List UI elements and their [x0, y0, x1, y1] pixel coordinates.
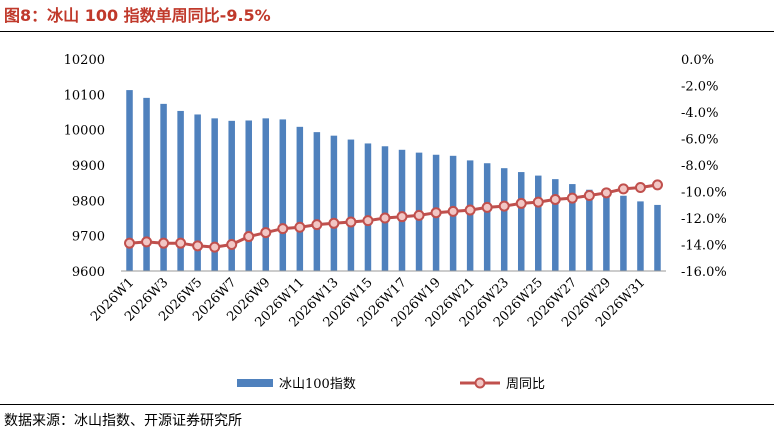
bar-2026W17 — [398, 149, 406, 271]
bar-2026W23 — [500, 168, 508, 271]
bar-2026W5 — [194, 114, 201, 272]
bar-2026W24 — [517, 172, 525, 271]
bar-2026W15 — [364, 143, 372, 271]
right-tick-label: -2.0% — [681, 80, 718, 95]
bar-2026W1 — [126, 90, 133, 271]
legend-bar-swatch — [237, 379, 273, 387]
bar-2026W14 — [347, 139, 355, 271]
bar-2026W16 — [381, 146, 389, 271]
yoy-point-2026W15 — [362, 215, 374, 227]
left-tick-label: 9600 — [72, 265, 105, 280]
yoy-point-2026W4 — [175, 237, 187, 249]
legend-line-label: 周同比 — [506, 377, 545, 392]
bar-2026W21 — [466, 160, 474, 271]
source-note: 数据来源：冰山指数、开源证券研究所 — [4, 413, 242, 429]
right-tick-label: -8.0% — [681, 159, 718, 174]
bar-2026W30 — [620, 195, 627, 271]
yoy-point-2026W20 — [447, 205, 459, 217]
yoy-point-2026W11 — [294, 221, 306, 233]
bar-2026W13 — [330, 135, 338, 271]
yoy-point-2026W31 — [634, 182, 646, 194]
yoy-point-2026W30 — [617, 183, 629, 195]
bar-2026W22 — [483, 163, 491, 271]
bar-2026W32 — [654, 204, 661, 271]
x-axis: 2026W12026W32026W52026W72026W92026W11202… — [88, 275, 648, 330]
right-tick-label: -14.0% — [681, 239, 727, 254]
bar-2026W29 — [603, 192, 610, 271]
yoy-point-2026W32 — [651, 179, 663, 191]
left-tick-label: 9800 — [72, 194, 105, 209]
yoy-point-2026W27 — [566, 192, 578, 204]
left-tick-label: 10200 — [64, 53, 105, 68]
yoy-point-2026W18 — [413, 209, 425, 221]
chart-title: 图8：冰山 100 指数单周同比-9.5% — [4, 6, 271, 25]
left-axis: 9600 9700 9800 9900 10000 10100 10200 — [64, 53, 105, 280]
yoy-line — [129, 183, 658, 249]
bar-2026W12 — [313, 132, 321, 271]
bar-2026W6 — [211, 118, 218, 271]
yoy-point-2026W17 — [396, 211, 408, 223]
left-tick-label: 10000 — [64, 124, 105, 139]
legend-bar-label: 冰山100指数 — [279, 377, 356, 392]
yoy-point-2026W2 — [141, 236, 153, 248]
yoy-point-2026W12 — [311, 219, 323, 231]
right-tick-label: -10.0% — [681, 186, 727, 201]
yoy-point-2026W21 — [464, 204, 476, 216]
right-tick-label: -6.0% — [681, 133, 718, 148]
right-tick-label: 0.0% — [681, 53, 714, 68]
left-tick-label: 9900 — [72, 159, 105, 174]
title-divider — [0, 31, 774, 32]
bar-2026W8 — [245, 120, 252, 271]
legend: 冰山100指数 周同比 — [237, 377, 545, 392]
yoy-point-2026W19 — [430, 207, 442, 219]
yoy-point-2026W13 — [328, 217, 340, 229]
yoy-point-2026W9 — [260, 227, 272, 239]
bar-2026W4 — [177, 110, 184, 271]
line-series — [124, 179, 663, 253]
yoy-point-2026W10 — [277, 223, 289, 235]
yoy-point-2026W29 — [600, 187, 612, 199]
bar-2026W31 — [637, 201, 644, 271]
bar-2026W7 — [228, 120, 235, 271]
yoy-point-2026W25 — [532, 196, 544, 208]
yoy-point-2026W1 — [124, 237, 136, 249]
yoy-point-2026W26 — [549, 193, 561, 205]
chart: 9600 9700 9800 9900 10000 10100 10200 0.0% -2.0… — [64, 53, 727, 392]
yoy-point-2026W14 — [345, 216, 357, 228]
bar-2026W2 — [143, 97, 150, 271]
bar-2026W26 — [552, 179, 559, 271]
bar-2026W9 — [262, 118, 270, 271]
bar-2026W11 — [296, 126, 304, 271]
yoy-point-2026W6 — [209, 241, 221, 253]
right-axis: 0.0% -2.0% -4.0% -6.0% -8.0% -10.0% -12.0% -14.… — [681, 53, 727, 280]
yoy-point-2026W22 — [481, 201, 493, 213]
left-tick-label: 9700 — [72, 230, 105, 245]
left-tick-label: 10100 — [64, 88, 105, 103]
right-tick-label: -12.0% — [681, 212, 727, 227]
bar-2026W27 — [569, 184, 576, 271]
yoy-point-2026W23 — [498, 200, 510, 212]
yoy-point-2026W8 — [243, 231, 255, 243]
yoy-point-2026W28 — [583, 189, 595, 201]
bar-2026W3 — [160, 103, 167, 271]
right-tick-label: -16.0% — [681, 265, 727, 280]
bar-2026W25 — [535, 175, 542, 271]
yoy-point-2026W3 — [158, 237, 170, 249]
bar-2026W10 — [279, 119, 287, 271]
legend-line-marker — [474, 377, 486, 389]
bar-2026W28 — [586, 189, 593, 271]
yoy-point-2026W5 — [192, 240, 204, 252]
bar-series — [126, 90, 661, 272]
source-divider — [0, 404, 774, 405]
yoy-point-2026W24 — [515, 197, 527, 209]
yoy-point-2026W16 — [379, 212, 391, 224]
yoy-point-2026W7 — [226, 239, 238, 250]
right-tick-label: -4.0% — [681, 106, 718, 121]
